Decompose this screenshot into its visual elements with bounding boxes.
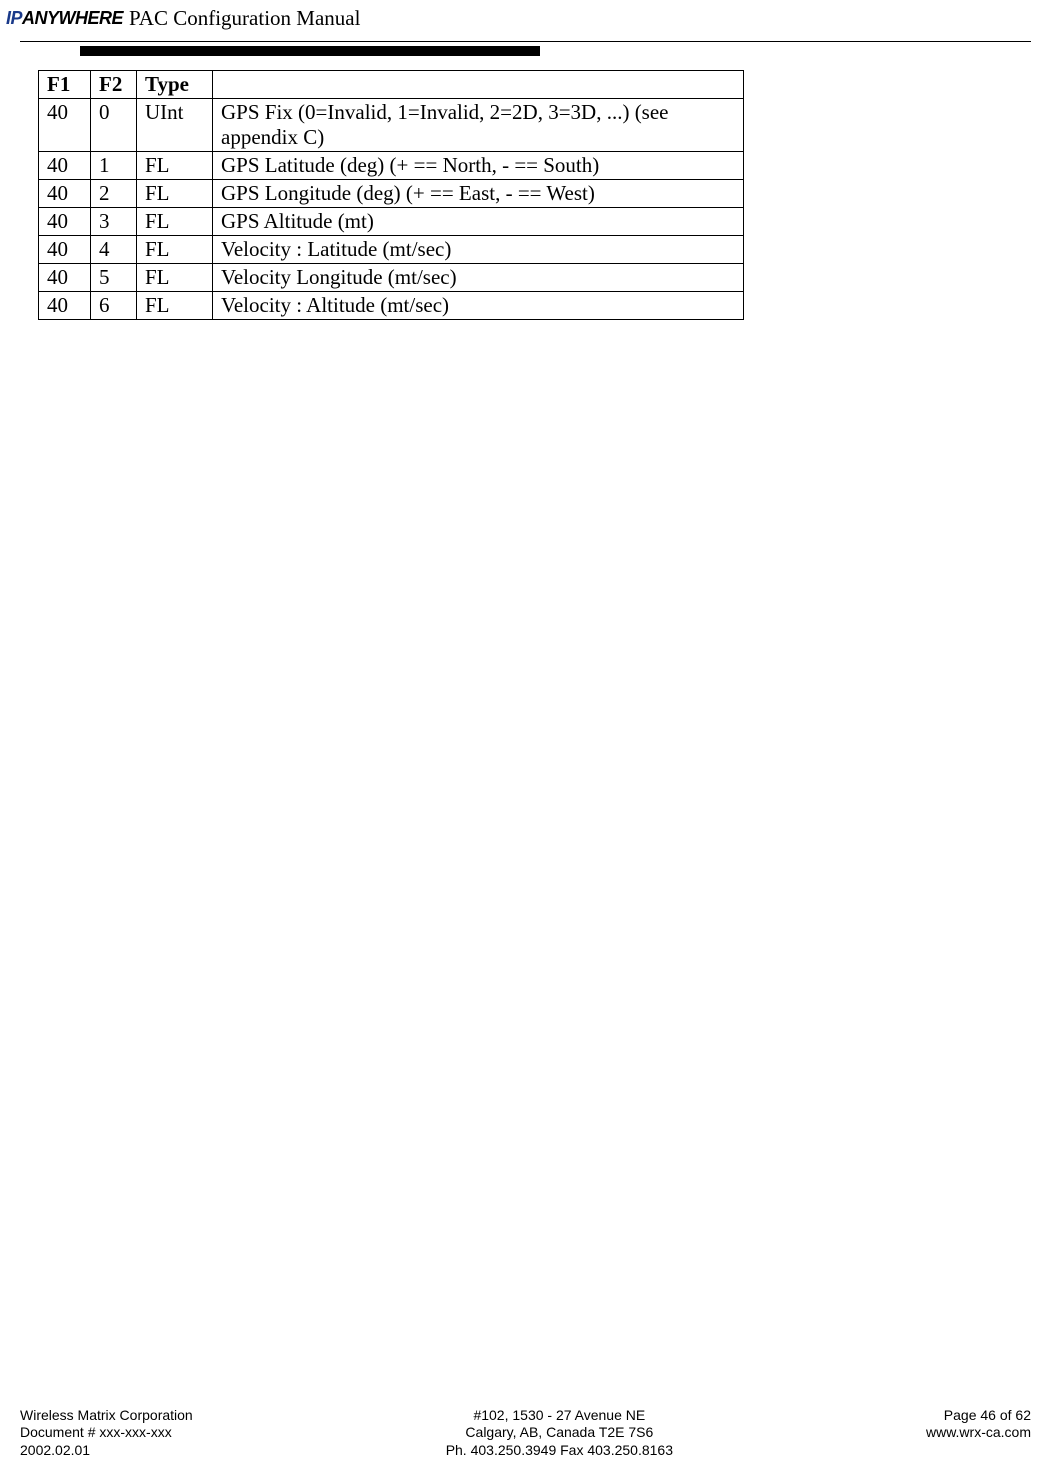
logo-prefix: IP — [6, 8, 22, 29]
cell-type: FL — [137, 152, 213, 180]
col-header-type: Type — [137, 71, 213, 99]
cell-desc: Velocity : Altitude (mt/sec) — [213, 292, 744, 320]
cell-type: FL — [137, 236, 213, 264]
footer-website: www.wrx-ca.com — [926, 1424, 1031, 1442]
cell-f1: 40 — [39, 180, 91, 208]
cell-type: UInt — [137, 99, 213, 152]
divider-thin — [20, 41, 1031, 42]
data-table: F1 F2 Type 40 0 UInt GPS Fix (0=Invalid,… — [38, 70, 744, 320]
cell-f1: 40 — [39, 264, 91, 292]
table-row: 40 5 FL Velocity Longitude (mt/sec) — [39, 264, 744, 292]
table-row: 40 6 FL Velocity : Altitude (mt/sec) — [39, 292, 744, 320]
footer-page-number: Page 46 of 62 — [926, 1407, 1031, 1425]
footer-document-number: Document # xxx-xxx-xxx — [20, 1424, 193, 1442]
page-footer: Wireless Matrix Corporation Document # x… — [20, 1407, 1031, 1460]
table-row: 40 0 UInt GPS Fix (0=Invalid, 1=Invalid,… — [39, 99, 744, 152]
table-header-row: F1 F2 Type — [39, 71, 744, 99]
page-header: IPANYWHERE PAC Configuration Manual — [0, 0, 1051, 31]
footer-phone: Ph. 403.250.3949 Fax 403.250.8163 — [446, 1442, 673, 1460]
cell-f2: 6 — [91, 292, 137, 320]
cell-desc: GPS Fix (0=Invalid, 1=Invalid, 2=2D, 3=3… — [213, 99, 744, 152]
cell-desc: GPS Longitude (deg) (+ == East, - == Wes… — [213, 180, 744, 208]
cell-f1: 40 — [39, 236, 91, 264]
table-row: 40 2 FL GPS Longitude (deg) (+ == East, … — [39, 180, 744, 208]
col-header-description — [213, 71, 744, 99]
cell-type: FL — [137, 180, 213, 208]
footer-company: Wireless Matrix Corporation — [20, 1407, 193, 1425]
footer-right: Page 46 of 62 www.wrx-ca.com — [926, 1407, 1031, 1460]
cell-type: FL — [137, 264, 213, 292]
cell-f2: 4 — [91, 236, 137, 264]
cell-f1: 40 — [39, 99, 91, 152]
cell-type: FL — [137, 292, 213, 320]
footer-address-1: #102, 1530 - 27 Avenue NE — [446, 1407, 673, 1425]
footer-left: Wireless Matrix Corporation Document # x… — [20, 1407, 193, 1460]
footer-address-2: Calgary, AB, Canada T2E 7S6 — [446, 1424, 673, 1442]
cell-type: FL — [137, 208, 213, 236]
document-title: PAC Configuration Manual — [129, 6, 360, 31]
cell-f2: 1 — [91, 152, 137, 180]
footer-center: #102, 1530 - 27 Avenue NE Calgary, AB, C… — [446, 1407, 673, 1460]
cell-f2: 2 — [91, 180, 137, 208]
logo: IPANYWHERE — [6, 8, 123, 29]
cell-f2: 5 — [91, 264, 137, 292]
cell-f2: 3 — [91, 208, 137, 236]
cell-desc: GPS Latitude (deg) (+ == North, - == Sou… — [213, 152, 744, 180]
cell-desc: Velocity Longitude (mt/sec) — [213, 264, 744, 292]
footer-date: 2002.02.01 — [20, 1442, 193, 1460]
cell-desc: GPS Altitude (mt) — [213, 208, 744, 236]
table-row: 40 4 FL Velocity : Latitude (mt/sec) — [39, 236, 744, 264]
col-header-f2: F2 — [91, 71, 137, 99]
cell-f2: 0 — [91, 99, 137, 152]
logo-rest: ANYWHERE — [22, 8, 123, 29]
cell-f1: 40 — [39, 152, 91, 180]
cell-f1: 40 — [39, 292, 91, 320]
divider-thick — [80, 46, 540, 56]
col-header-f1: F1 — [39, 71, 91, 99]
cell-desc: Velocity : Latitude (mt/sec) — [213, 236, 744, 264]
cell-f1: 40 — [39, 208, 91, 236]
content-area: F1 F2 Type 40 0 UInt GPS Fix (0=Invalid,… — [0, 56, 1051, 320]
table-row: 40 3 FL GPS Altitude (mt) — [39, 208, 744, 236]
table-row: 40 1 FL GPS Latitude (deg) (+ == North, … — [39, 152, 744, 180]
